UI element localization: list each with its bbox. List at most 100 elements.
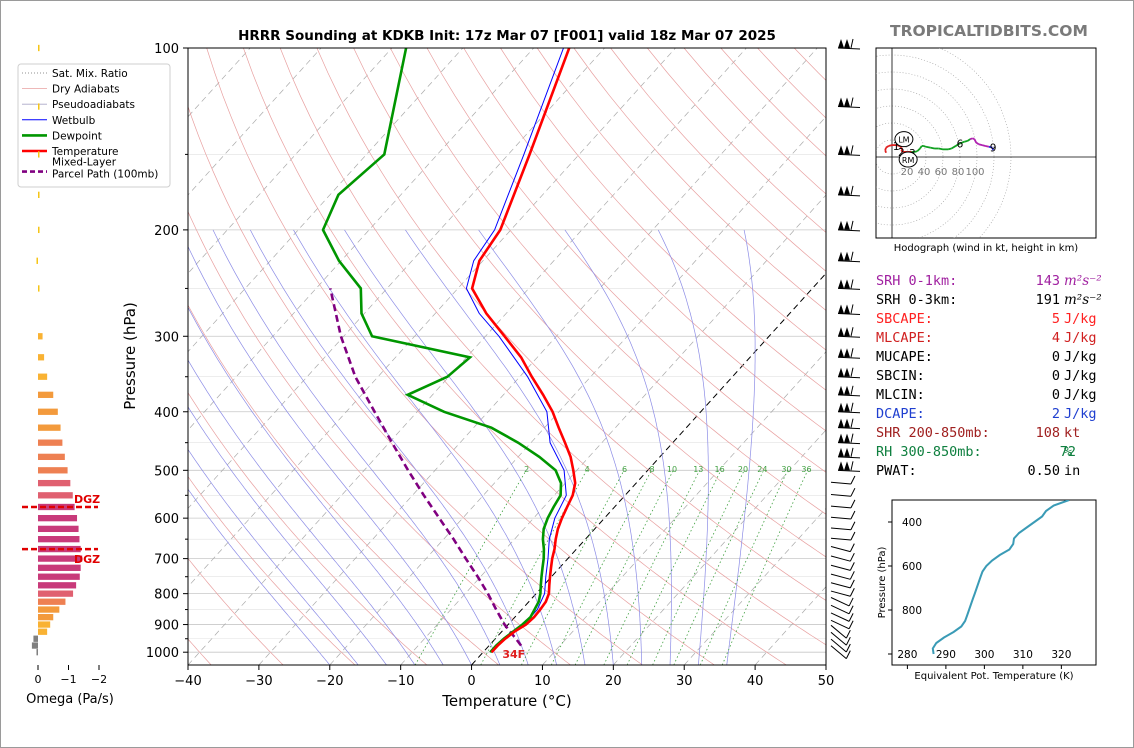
parameters-panel: SRH 0-1km: 143 m²s⁻² SRH 0-3km: 191 m²s⁻² SBCA… [876, 272, 1106, 481]
y-tick-label: 600 [154, 512, 179, 527]
barb-staff [837, 335, 861, 338]
omega-tick-label: 0 [35, 673, 42, 686]
omega-bar [31, 642, 38, 649]
hodograph-segment [991, 147, 995, 151]
param-row: RH 300-850mb: 72% [876, 443, 1106, 462]
hodograph-segment [884, 149, 887, 154]
hodograph-segment [888, 144, 893, 147]
barb-feather [850, 97, 854, 107]
omega-bar [38, 373, 48, 380]
x-tick-label: 40 [747, 674, 764, 689]
param-label: RH 300-850mb: [876, 444, 982, 460]
hodograph-inner: 2040608010012369LMRM [876, 48, 1096, 238]
barb-staff [837, 312, 861, 315]
omega-bar [38, 628, 48, 635]
barb-staff [837, 469, 861, 472]
barb-flag [844, 433, 850, 443]
barb-staff [830, 604, 850, 615]
param-value: 0 [1051, 368, 1060, 384]
barb-staff [830, 564, 851, 571]
isotherm [188, 48, 393, 274]
barb-flag [838, 220, 844, 230]
barb-feather [850, 475, 856, 485]
chart-title: HRRR Sounding at KDKB Init: 17z Mar 07 [… [238, 28, 776, 44]
omega-bar [38, 564, 81, 571]
barb-feather [849, 543, 855, 552]
wind-barb [830, 597, 854, 607]
param-row: SBCIN: 0 J/kg [876, 367, 1106, 386]
hodograph-segment [916, 147, 921, 152]
barb-staff [837, 287, 861, 290]
legend-label: Temperature [51, 146, 119, 158]
legend-label: Parcel Path (100mb) [52, 169, 158, 181]
dry-adiabat [188, 210, 571, 665]
barb-staff [830, 597, 850, 607]
omega-bar [38, 614, 54, 621]
wind-barb [837, 385, 861, 397]
hodograph-ring-label: 20 [901, 167, 914, 178]
barb-staff [837, 106, 861, 109]
pseudoadiabat [212, 229, 501, 665]
param-row: MLCIN: 0 J/kg [876, 386, 1106, 405]
hodograph-segment [978, 143, 983, 146]
wind-barb [837, 304, 861, 315]
wind-barb [837, 145, 861, 156]
pseudoadiabat [726, 229, 756, 665]
wind-barb [837, 220, 861, 232]
x-tick-label: 0 [467, 674, 475, 689]
param-label: DCAPE: [876, 406, 925, 422]
wind-barb [830, 510, 856, 520]
hodograph-ring-label: 100 [965, 167, 984, 178]
series-mixed-layer-parcel-path-100mb- [329, 288, 523, 647]
barb-flag [844, 461, 850, 471]
barb-flag [844, 447, 850, 457]
dry-adiabat [389, 48, 826, 515]
barb-staff [837, 394, 861, 397]
param-label: MLCIN: [876, 387, 925, 403]
barb-staff [830, 527, 851, 531]
param-unit: in [1064, 463, 1081, 479]
barb-staff [837, 194, 861, 197]
skewt-plot [188, 48, 826, 665]
barb-staff [830, 631, 847, 646]
legend: Sat. Mix. Ratio Dry Adiabats Pseudoadiabat… [17, 63, 171, 188]
omega-bar [38, 503, 75, 511]
param-unit: J/kg [1064, 349, 1097, 365]
barb-feather [845, 650, 851, 659]
wind-barb [837, 447, 861, 459]
hodograph-segment [947, 147, 952, 151]
x-axis-label: Temperature (°C) [441, 692, 571, 710]
barb-flag [838, 145, 844, 155]
hodograph-height-label: 6 [957, 138, 964, 150]
barb-flag [844, 145, 850, 155]
omega-axis-label: Omega (Pa/s) [26, 692, 114, 707]
theta-e-y-tick-label: 600 [902, 561, 922, 573]
barb-staff [830, 645, 847, 660]
param-unit: m²s⁻² [1064, 273, 1102, 289]
omega-bar [38, 555, 83, 562]
omega-bar [38, 453, 65, 461]
wind-barb [830, 619, 854, 630]
barb-feather [850, 304, 854, 314]
barb-staff [837, 411, 861, 414]
omega-bar [38, 536, 80, 543]
wind-barb [837, 461, 861, 472]
barb-flag [838, 348, 844, 358]
isotherm [188, 48, 534, 431]
y-tick-label: 800 [154, 588, 179, 603]
dry-adiabat [206, 48, 715, 665]
mixing-ratio-line [521, 470, 625, 665]
param-value: 0.50 [1027, 463, 1060, 479]
theta-e-x-label: Equivalent Pot. Temperature (K) [914, 671, 1073, 682]
wind-barb [837, 348, 861, 359]
param-unit: J/kg [1064, 311, 1097, 327]
omega-bar [38, 621, 51, 628]
param-value: 2 [1051, 406, 1060, 422]
barb-staff [830, 493, 851, 497]
wind-barb [830, 552, 855, 562]
omega-bar [38, 354, 45, 361]
dry-adiabat [188, 557, 284, 665]
barb-feather [850, 348, 854, 358]
mixing-ratio-label: 24 [757, 465, 767, 474]
mixing-ratio-label: 4 [585, 465, 590, 474]
